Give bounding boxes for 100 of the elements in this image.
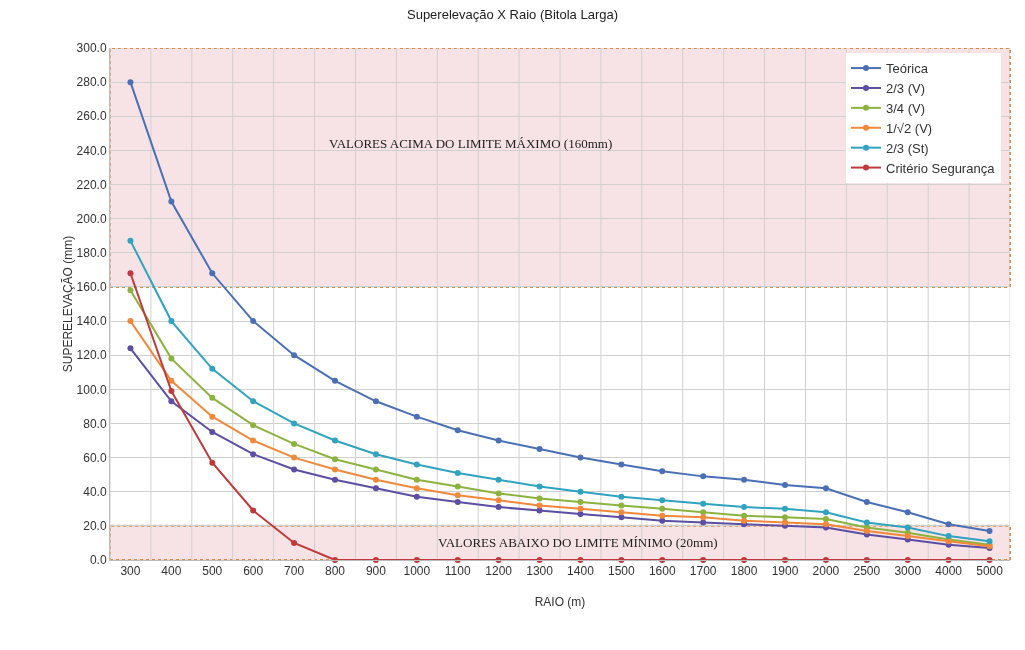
- x-tick-label: 1800: [730, 564, 758, 579]
- point: [700, 557, 707, 563]
- point: [332, 466, 338, 473]
- point: [904, 509, 911, 516]
- legend-label: 2/3 (St): [886, 140, 929, 156]
- y-tick-label: 160.0: [76, 280, 107, 295]
- band-label: VALORES ACIMA DO LIMITE MÁXIMO (160mm): [329, 136, 613, 151]
- y-tick-label: 180.0: [76, 246, 107, 260]
- point: [127, 345, 134, 352]
- x-tick-label: 1100: [444, 564, 471, 579]
- x-tick-label: 4000: [935, 564, 963, 579]
- point: [904, 524, 911, 531]
- point: [209, 270, 216, 277]
- point: [495, 476, 502, 483]
- x-tick-label: 1500: [608, 564, 636, 579]
- y-tick-label: 100.0: [76, 382, 107, 397]
- point: [495, 437, 502, 444]
- y-tick-label: 240.0: [76, 143, 107, 158]
- point: [577, 488, 584, 495]
- point: [863, 557, 870, 563]
- point: [332, 557, 338, 563]
- x-tick-label: 1200: [485, 564, 513, 579]
- point: [577, 505, 584, 512]
- point: [454, 492, 461, 499]
- point: [454, 427, 461, 434]
- x-tick-label: 600: [243, 564, 264, 579]
- point: [413, 413, 420, 420]
- point: [127, 318, 134, 325]
- x-tick-label: 300: [120, 564, 141, 579]
- point: [209, 429, 216, 435]
- point: [822, 557, 829, 563]
- point: [454, 469, 461, 476]
- x-tick-label: 500: [202, 564, 223, 579]
- point: [782, 514, 788, 521]
- point: [495, 490, 502, 497]
- point: [332, 476, 338, 483]
- point: [168, 377, 175, 384]
- point: [168, 388, 175, 395]
- point: [700, 509, 707, 516]
- point: [413, 476, 420, 483]
- point: [209, 394, 216, 401]
- point: [250, 422, 257, 429]
- point: [618, 509, 625, 516]
- point: [127, 79, 134, 86]
- point: [536, 446, 543, 453]
- point: [291, 420, 298, 427]
- legend-label: Teórica: [886, 61, 929, 77]
- y-tick-label: 120.0: [76, 348, 107, 363]
- y-axis-title: SUPERELEVAÇÃO (mm): [60, 235, 75, 373]
- point: [291, 352, 298, 359]
- point: [168, 198, 175, 205]
- point: [536, 483, 543, 490]
- y-tick-label: 140.0: [76, 314, 107, 329]
- point: [700, 519, 707, 526]
- point: [250, 451, 257, 458]
- point: [945, 521, 952, 528]
- point: [618, 461, 625, 468]
- x-tick-label: 1600: [648, 564, 676, 579]
- y-tick-label: 280.0: [76, 75, 107, 90]
- point: [209, 365, 216, 372]
- point: [495, 497, 502, 504]
- x-tick-label: 1300: [526, 564, 554, 579]
- point: [413, 461, 420, 468]
- point: [700, 514, 707, 521]
- point: [454, 483, 461, 490]
- y-tick-label: 200.0: [76, 211, 107, 226]
- point: [782, 505, 788, 512]
- point: [618, 514, 625, 521]
- point: [209, 459, 216, 466]
- point: [454, 498, 461, 505]
- point: [127, 287, 134, 294]
- y-tick-label: 220.0: [76, 177, 107, 192]
- point: [332, 377, 338, 384]
- legend-label: 3/4 (V): [886, 100, 926, 116]
- y-tick-label: 80.0: [83, 416, 107, 431]
- point: [127, 270, 134, 277]
- x-tick-label: 1000: [403, 564, 431, 579]
- point: [168, 398, 175, 405]
- point: [782, 481, 788, 488]
- legend-label: 1/√2 (V): [886, 120, 933, 136]
- point: [577, 454, 584, 461]
- point: [127, 237, 134, 244]
- point: [413, 557, 420, 563]
- point: [863, 519, 870, 526]
- point: [700, 473, 707, 480]
- point: [291, 466, 298, 473]
- x-tick-label: 5000: [976, 564, 1004, 579]
- y-tick-label: 40.0: [83, 484, 107, 499]
- point: [822, 516, 829, 523]
- point: [822, 509, 829, 516]
- point: [495, 504, 502, 511]
- point: [250, 398, 257, 405]
- point: [332, 456, 338, 463]
- x-tick-label: 800: [324, 564, 346, 579]
- point: [782, 557, 788, 563]
- legend-label: 2/3 (V): [886, 81, 926, 97]
- point: [863, 498, 870, 505]
- point: [741, 512, 748, 519]
- point: [372, 398, 379, 405]
- x-tick-label: 2500: [853, 564, 881, 579]
